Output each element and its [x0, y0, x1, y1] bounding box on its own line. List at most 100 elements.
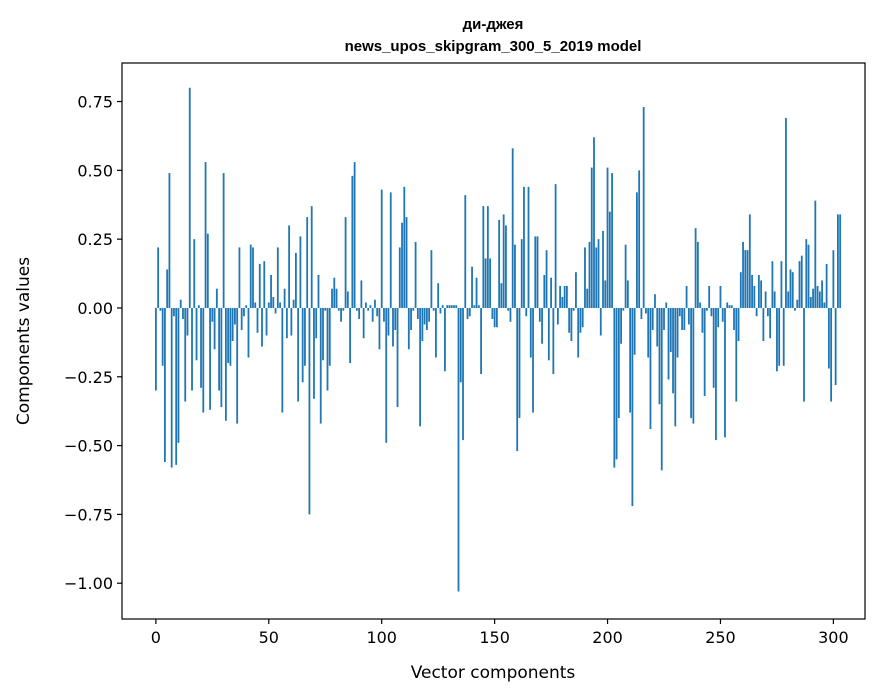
- bar-47: [261, 307, 263, 347]
- bar-158: [511, 148, 514, 308]
- y-axis-label: Components values: [14, 257, 34, 425]
- bar-216: [642, 107, 645, 308]
- bar-41: [247, 307, 250, 358]
- bar-80: [335, 288, 338, 308]
- bar-239: [694, 228, 697, 308]
- bar-278: [782, 307, 785, 366]
- bar-166: [529, 307, 532, 358]
- bar-200: [606, 167, 609, 308]
- bar-149: [491, 307, 494, 319]
- bar-257: [735, 307, 738, 402]
- bar-259: [739, 272, 742, 308]
- bar-196: [597, 239, 600, 308]
- bar-24: [209, 307, 211, 410]
- bar-7: [170, 307, 173, 468]
- bar-22: [204, 162, 207, 308]
- bar-219: [649, 307, 652, 430]
- bar-130: [448, 305, 451, 308]
- bars-group: [154, 87, 842, 592]
- bar-263: [748, 214, 751, 308]
- bar-148: [489, 258, 492, 308]
- bar-240: [696, 241, 699, 308]
- bar-73: [319, 307, 322, 424]
- bar-20: [200, 307, 202, 388]
- bar-300: [832, 250, 835, 308]
- bar-62: [294, 252, 297, 308]
- bar-102: [385, 307, 388, 443]
- bar-124: [435, 307, 437, 358]
- bar-258: [737, 307, 740, 341]
- bar-66: [304, 307, 306, 366]
- x-tick-label: 150: [479, 628, 510, 647]
- bar-108: [398, 247, 401, 308]
- bar-274: [773, 291, 776, 308]
- bar-275: [776, 307, 778, 372]
- bar-103: [387, 307, 390, 336]
- bar-111: [405, 217, 408, 308]
- bar-4: [164, 307, 166, 463]
- bar-281: [789, 269, 792, 308]
- bar-150: [493, 307, 496, 328]
- bar-40: [245, 305, 248, 308]
- bar-165: [527, 186, 530, 308]
- bar-68: [308, 307, 311, 515]
- bar-46: [258, 263, 261, 308]
- y-tick-label: −1.00: [64, 574, 113, 593]
- bar-51: [270, 274, 272, 308]
- bar-283: [794, 307, 796, 311]
- bar-83: [342, 307, 345, 311]
- bar-90: [358, 307, 361, 319]
- bar-191: [586, 288, 589, 308]
- bar-264: [751, 274, 753, 308]
- bar-56: [281, 307, 284, 413]
- y-tick-label: 0.50: [77, 161, 113, 180]
- bar-231: [676, 307, 679, 358]
- bar-126: [439, 307, 442, 314]
- bar-164: [525, 307, 528, 317]
- bar-245: [708, 285, 711, 308]
- bar-11: [179, 299, 182, 308]
- bar-58: [285, 307, 288, 339]
- bar-82: [340, 307, 342, 322]
- bar-38: [240, 307, 243, 330]
- bar-171: [541, 307, 543, 344]
- bar-273: [771, 261, 774, 308]
- bar-145: [482, 206, 485, 308]
- bar-223: [658, 307, 661, 405]
- bar-152: [498, 219, 501, 308]
- bar-187: [577, 307, 580, 358]
- bar-207: [622, 307, 625, 311]
- bar-249: [717, 307, 720, 328]
- bar-8: [173, 307, 175, 317]
- bar-76: [326, 307, 329, 391]
- bar-69: [310, 206, 313, 308]
- bar-156: [507, 307, 510, 311]
- bar-270: [764, 291, 767, 308]
- bar-295: [821, 280, 823, 308]
- bar-147: [486, 206, 489, 308]
- bar-70: [313, 307, 315, 399]
- bar-230: [674, 307, 677, 427]
- bar-2: [159, 307, 162, 311]
- bar-291: [812, 288, 814, 308]
- bar-12: [182, 307, 184, 319]
- bar-190: [584, 247, 586, 308]
- bar-176: [552, 307, 555, 375]
- bar-217: [645, 307, 647, 314]
- bar-61: [292, 299, 295, 308]
- bar-243: [703, 307, 706, 397]
- bar-242: [701, 307, 704, 333]
- bar-203: [613, 307, 616, 468]
- bar-255: [730, 305, 733, 308]
- bar-154: [502, 214, 505, 308]
- plot-frame: [121, 62, 866, 620]
- bar-297: [825, 263, 828, 308]
- bar-55: [279, 302, 281, 308]
- bar-289: [807, 244, 810, 308]
- bar-114: [412, 307, 415, 311]
- bar-74: [322, 307, 324, 361]
- bar-183: [568, 307, 571, 333]
- bar-252: [724, 307, 726, 438]
- bar-211: [631, 307, 634, 507]
- bar-6: [168, 173, 171, 308]
